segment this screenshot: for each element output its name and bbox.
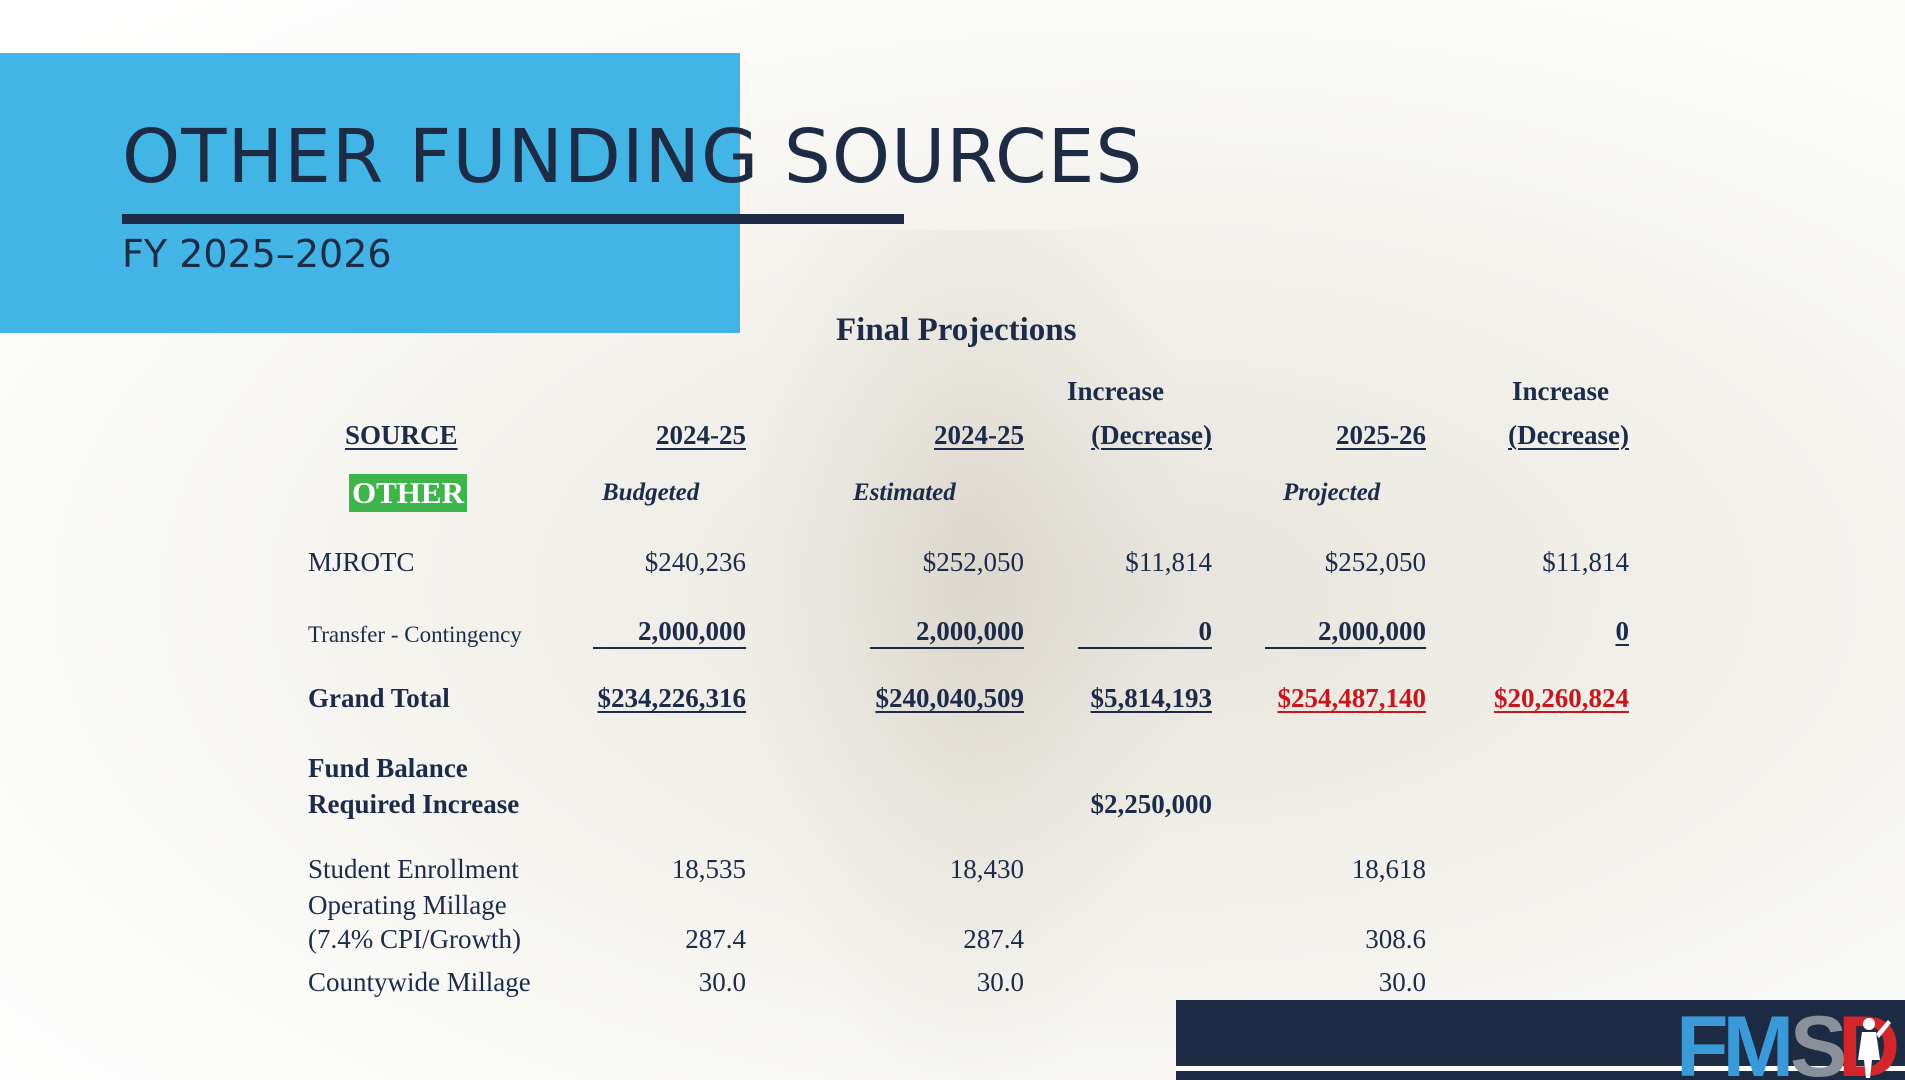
operating-millage-budgeted: 287.4	[685, 924, 746, 954]
row-label-operating-millage-line1: Operating Millage	[308, 890, 507, 920]
mjrotc-budgeted: $240,236	[644, 547, 746, 577]
slide-subtitle: FY 2025–2026	[122, 232, 392, 276]
svg-text:FM: FM	[1676, 1002, 1789, 1080]
transfer-estimated: 2,000,000	[870, 618, 1024, 649]
row-label-enrollment: Student Enrollment	[308, 854, 519, 884]
row-label-operating-millage-line2: (7.4% CPI/Growth)	[308, 924, 521, 954]
grand-total-budgeted: $234,226,316	[597, 683, 747, 713]
header-col4-year: 2025-26	[1336, 420, 1426, 450]
slide-title: OTHER FUNDING SOURCES	[122, 114, 1144, 200]
header-col5-bottom: (Decrease)	[1508, 420, 1629, 450]
row-label-fund-balance-line2: Required Increase	[308, 789, 520, 819]
title-accent-band	[0, 53, 740, 333]
header-col2-year: 2024-25	[934, 420, 1024, 450]
row-label-mjrotc: MJROTC	[308, 547, 415, 577]
header-col1-year: 2024-25	[656, 420, 746, 450]
footer-stripe	[1176, 1066, 1905, 1071]
row-label-fund-balance-line1: Fund Balance	[308, 753, 468, 783]
fmsd-logo: FM S D	[1672, 1002, 1905, 1080]
grand-total-estimated: $240,040,509	[875, 683, 1025, 713]
operating-millage-projected: 308.6	[1365, 924, 1426, 954]
svg-text:S: S	[1790, 1002, 1844, 1080]
countywide-millage-projected: 30.0	[1378, 967, 1426, 997]
header-col3-bottom: (Decrease)	[1091, 420, 1212, 450]
enrollment-budgeted: 18,535	[671, 854, 746, 884]
grand-total-projected: $254,487,140	[1277, 683, 1427, 713]
subheader-estimated: Estimated	[853, 479, 956, 506]
mjrotc-change1: $11,814	[1125, 547, 1212, 577]
grand-total-change1: $5,814,193	[1090, 683, 1213, 713]
transfer-budgeted: 2,000,000	[593, 618, 746, 649]
transfer-change1: 0	[1078, 618, 1212, 649]
table-title: Final Projections	[836, 312, 1077, 348]
enrollment-estimated: 18,430	[949, 854, 1024, 884]
row-label-transfer: Transfer - Contingency	[308, 622, 522, 647]
mjrotc-estimated: $252,050	[922, 547, 1024, 577]
transfer-projected: 2,000,000	[1265, 618, 1426, 649]
background-statue-image	[760, 230, 1180, 1080]
header-col5-top: Increase	[1512, 376, 1609, 406]
row-label-grand-total: Grand Total	[308, 683, 450, 713]
header-source: SOURCE	[345, 420, 458, 450]
operating-millage-estimated: 287.4	[963, 924, 1024, 954]
mjrotc-projected: $252,050	[1324, 547, 1426, 577]
subheader-projected: Projected	[1283, 479, 1381, 506]
category-badge-other: OTHER	[349, 474, 467, 512]
enrollment-projected: 18,618	[1351, 854, 1426, 884]
fund-balance-change1: $2,250,000	[1090, 789, 1213, 819]
grand-total-change2: $20,260,824	[1494, 683, 1629, 713]
countywide-millage-estimated: 30.0	[976, 967, 1024, 997]
title-divider	[122, 214, 904, 224]
row-label-countywide-millage: Countywide Millage	[308, 967, 531, 997]
header-col3-top: Increase	[1067, 376, 1164, 406]
countywide-millage-budgeted: 30.0	[698, 967, 746, 997]
transfer-change2: 0	[1615, 616, 1630, 646]
mjrotc-change2: $11,814	[1542, 547, 1629, 577]
subheader-budgeted: Budgeted	[602, 479, 700, 506]
